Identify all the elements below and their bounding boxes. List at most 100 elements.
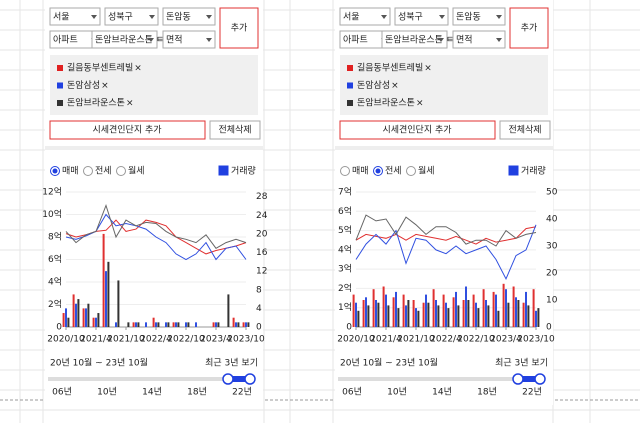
select-label: 돈암브라운스톤 ㅌ1 bbox=[385, 34, 460, 46]
slider-tick-label: 06년 bbox=[52, 387, 72, 398]
item-label: 길음동부센트레빌 bbox=[357, 63, 423, 74]
volume-bar bbox=[372, 289, 375, 327]
volume-bar bbox=[172, 322, 175, 327]
volume-bar bbox=[427, 302, 430, 327]
select-arrow bbox=[438, 38, 444, 42]
add-button[interactable] bbox=[219, 7, 259, 49]
slider-tick-label: 18년 bbox=[187, 387, 207, 398]
select[interactable] bbox=[381, 30, 448, 49]
select[interactable] bbox=[452, 30, 506, 49]
slider-handle[interactable] bbox=[244, 373, 256, 385]
y-tick-label: 5억 bbox=[338, 224, 352, 236]
slider-tick-label: 18년 bbox=[477, 387, 497, 398]
selected-list bbox=[50, 55, 258, 115]
select[interactable] bbox=[162, 30, 216, 49]
compare-button[interactable] bbox=[49, 120, 206, 140]
volume-bar bbox=[537, 308, 540, 327]
select[interactable] bbox=[49, 7, 101, 26]
slider-tick-label: 22년 bbox=[232, 387, 252, 398]
range-text: 20년 10월 ~ 23년 10월 bbox=[340, 357, 438, 369]
add-button[interactable] bbox=[509, 7, 549, 49]
volume-bar bbox=[487, 305, 490, 327]
checkbox[interactable] bbox=[218, 165, 229, 176]
remove-icon[interactable]: × bbox=[416, 99, 424, 109]
volume-bar bbox=[62, 313, 65, 327]
slider-handle[interactable] bbox=[512, 373, 524, 385]
remove-icon[interactable]: × bbox=[134, 64, 142, 74]
volume-bar bbox=[92, 317, 95, 327]
remove-icon[interactable]: × bbox=[101, 81, 109, 91]
x-tick-label: 2023/4 bbox=[490, 335, 522, 345]
y2-tick-label: 8 bbox=[256, 285, 262, 295]
select[interactable] bbox=[91, 30, 158, 49]
select[interactable] bbox=[452, 7, 506, 26]
compare-label: 시세견인단지 추가 bbox=[92, 124, 161, 136]
compare-button[interactable] bbox=[339, 120, 496, 140]
volume-bar bbox=[145, 322, 147, 327]
select[interactable] bbox=[394, 7, 449, 26]
radio[interactable] bbox=[83, 166, 93, 176]
slider-handle[interactable] bbox=[222, 373, 234, 385]
select[interactable] bbox=[162, 7, 216, 26]
volume-bar bbox=[215, 322, 217, 327]
remove-icon[interactable]: × bbox=[424, 64, 432, 74]
y-tick-label: 4억 bbox=[338, 243, 352, 255]
y2-tick-label: 30 bbox=[546, 242, 558, 252]
checkbox[interactable] bbox=[508, 165, 519, 176]
volume-bar bbox=[452, 297, 455, 327]
item-color bbox=[57, 82, 63, 89]
volume-bar bbox=[422, 302, 425, 327]
separator bbox=[45, 146, 263, 150]
remove-icon[interactable]: × bbox=[391, 81, 399, 91]
volume-bar bbox=[152, 317, 155, 327]
radio-label: 월세 bbox=[128, 165, 145, 177]
volume-bar bbox=[82, 308, 85, 327]
volume-bar bbox=[442, 294, 445, 327]
volume-bar bbox=[415, 308, 417, 327]
item-label: 돈암브라운스톤 bbox=[357, 97, 415, 109]
volume-bar bbox=[435, 300, 437, 327]
x-tick-label: 2022/10 bbox=[167, 335, 205, 345]
volume-bar bbox=[77, 299, 80, 327]
x-tick-label: 2022/10 bbox=[457, 335, 495, 345]
radio[interactable] bbox=[340, 166, 350, 176]
volume-bar bbox=[242, 322, 245, 327]
select-arrow bbox=[496, 38, 502, 42]
recent-button[interactable]: 최근 3년 보기 bbox=[495, 358, 548, 369]
select[interactable] bbox=[339, 7, 391, 26]
radio-label: 매매 bbox=[62, 166, 79, 177]
range-text: 20년 10월 ~ 23년 10월 bbox=[50, 357, 148, 369]
volume-bar bbox=[65, 308, 67, 327]
volume-bar bbox=[155, 322, 157, 327]
recent-button[interactable]: 최근 3년 보기 bbox=[205, 358, 258, 369]
remove-icon[interactable]: × bbox=[126, 99, 134, 109]
volume-bar bbox=[115, 322, 117, 327]
clear-button[interactable] bbox=[209, 120, 261, 140]
volume-bar bbox=[135, 322, 137, 327]
radio[interactable] bbox=[406, 166, 416, 176]
select-label: 면적 bbox=[166, 34, 183, 46]
x-tick-label: 2021/4 bbox=[370, 335, 402, 345]
volume-bar bbox=[525, 291, 527, 327]
clear-button[interactable] bbox=[499, 120, 551, 140]
x-tick-label: 2023/10 bbox=[517, 335, 555, 345]
volume-bar bbox=[395, 291, 397, 327]
volume-bar bbox=[465, 286, 467, 327]
volume-bar bbox=[235, 322, 237, 327]
y2-tick-label: 24 bbox=[256, 211, 268, 221]
y2-tick-label: 40 bbox=[546, 215, 558, 225]
slider-tick-label: 14년 bbox=[432, 387, 452, 398]
select-label: 성북구 bbox=[398, 12, 423, 23]
select-label: 돈암브라운스톤 ㅌ1 bbox=[95, 34, 170, 46]
volume-bar bbox=[522, 302, 525, 327]
volume-bar bbox=[535, 310, 537, 327]
select[interactable] bbox=[104, 7, 159, 26]
volume-bar bbox=[137, 322, 140, 327]
volume-bar bbox=[387, 305, 390, 327]
slider-handle[interactable] bbox=[534, 373, 546, 385]
slider-tick-label: 06년 bbox=[342, 387, 362, 398]
volume-bar bbox=[425, 294, 427, 327]
radio[interactable] bbox=[116, 166, 126, 176]
volume-bar bbox=[445, 302, 447, 327]
slider-tick-label: 10년 bbox=[97, 387, 117, 398]
